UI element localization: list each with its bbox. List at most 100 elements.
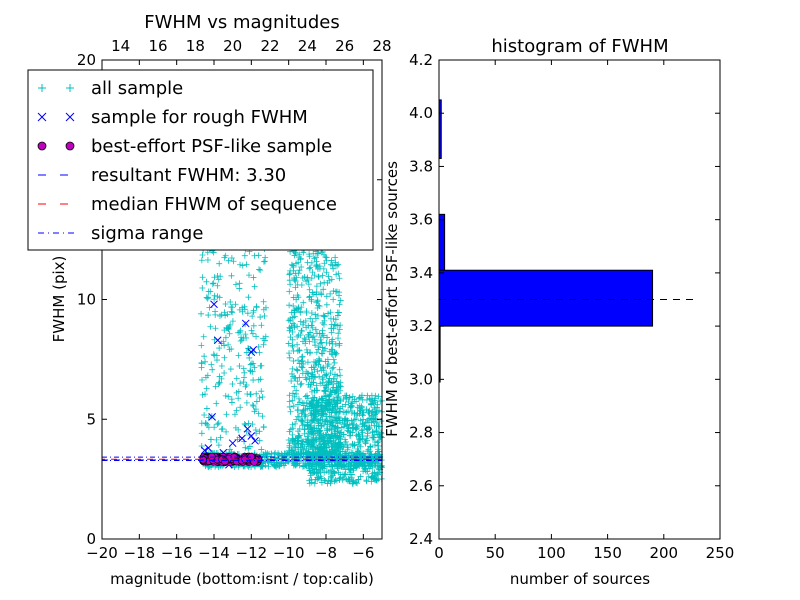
all-sample-point — [330, 405, 337, 412]
all-sample-point — [302, 393, 309, 400]
all-sample-point — [291, 383, 298, 390]
all-sample-point — [314, 474, 321, 481]
left-x-tick-label: −8 — [315, 544, 337, 562]
all-sample-point — [368, 400, 375, 407]
all-sample-point — [225, 341, 232, 348]
left-x-tick-label: −16 — [161, 544, 193, 562]
all-sample-point — [315, 302, 322, 309]
all-sample-point — [293, 387, 300, 394]
all-sample-point — [369, 429, 376, 436]
left-chart-title: FWHM vs magnitudes — [144, 12, 339, 33]
right-y-tick-label: 3.6 — [409, 211, 433, 229]
left-y-tick-label: 20 — [77, 51, 96, 69]
all-sample-point — [334, 425, 341, 432]
all-sample-point — [305, 435, 312, 442]
all-sample-point — [347, 403, 354, 410]
all-sample-point — [203, 405, 210, 412]
all-sample-point — [319, 462, 326, 469]
all-sample-point — [337, 322, 344, 329]
all-sample-point — [335, 261, 342, 268]
all-sample-point — [280, 453, 287, 460]
all-sample-point — [331, 462, 338, 469]
all-sample-point — [198, 360, 205, 367]
all-sample-point — [297, 450, 304, 457]
left-x-axis-label: magnitude (bottom:isnt / top:calib) — [110, 570, 374, 588]
all-sample-point — [297, 308, 304, 315]
all-sample-point — [313, 349, 320, 356]
rough-sample-point — [251, 436, 259, 445]
all-sample-point — [340, 431, 347, 438]
all-sample-point — [252, 427, 259, 434]
all-sample-point — [253, 303, 260, 310]
all-sample-point — [218, 311, 225, 318]
all-sample-point — [330, 443, 337, 450]
all-sample-point — [304, 419, 311, 426]
all-sample-point — [292, 462, 299, 469]
right-x-tick-label: 0 — [434, 544, 444, 562]
all-sample-point — [306, 286, 313, 293]
all-sample-point — [217, 312, 224, 319]
legend-entry-label: resultant FWHM: 3.30 — [91, 165, 286, 186]
all-sample-point — [315, 273, 322, 280]
all-sample-point — [337, 297, 344, 304]
all-sample-point — [295, 357, 302, 364]
all-sample-point — [316, 428, 323, 435]
all-sample-point — [367, 463, 374, 470]
all-sample-point — [290, 403, 297, 410]
all-sample-point — [222, 392, 229, 399]
all-sample-point — [245, 420, 252, 427]
all-sample-point — [272, 449, 279, 456]
left-top-x-tick-label: 14 — [111, 37, 130, 55]
all-sample-point — [209, 366, 216, 373]
all-sample-point — [329, 463, 336, 470]
all-sample-point — [372, 459, 379, 466]
all-sample-point — [368, 412, 375, 419]
all-sample-point — [324, 449, 331, 456]
all-sample-point — [312, 315, 319, 322]
all-sample-point — [305, 381, 312, 388]
all-sample-point — [304, 349, 311, 356]
all-sample-point — [241, 374, 248, 381]
all-sample-point — [289, 336, 296, 343]
all-sample-point — [212, 383, 219, 390]
all-sample-point — [268, 450, 275, 457]
all-sample-point — [213, 436, 220, 443]
all-sample-point — [321, 251, 328, 258]
all-sample-point — [311, 336, 318, 343]
all-sample-point — [294, 413, 301, 420]
all-sample-point — [259, 394, 266, 401]
all-sample-point — [303, 399, 310, 406]
all-sample-point — [271, 461, 278, 468]
all-sample-point — [248, 360, 255, 367]
all-sample-point — [302, 374, 309, 381]
all-sample-point — [288, 370, 295, 377]
all-sample-point — [203, 420, 210, 427]
all-sample-point — [371, 397, 378, 404]
all-sample-point — [312, 466, 319, 473]
all-sample-point — [199, 391, 206, 398]
all-sample-point — [336, 382, 343, 389]
all-sample-point — [202, 391, 209, 398]
histogram-bar — [438, 269, 654, 327]
all-sample-point — [262, 449, 269, 456]
all-sample-point — [320, 397, 327, 404]
all-sample-point — [251, 283, 258, 290]
all-sample-point — [330, 288, 337, 295]
all-sample-point — [287, 426, 294, 433]
all-sample-point — [317, 340, 324, 347]
all-sample-point — [245, 272, 252, 279]
all-sample-point — [315, 474, 322, 481]
all-sample-point — [290, 294, 297, 301]
all-sample-point — [247, 367, 254, 374]
all-sample-point — [344, 427, 351, 434]
all-sample-point — [356, 437, 363, 444]
all-sample-point — [215, 420, 222, 427]
all-sample-point — [354, 423, 361, 430]
all-sample-point — [247, 361, 254, 368]
all-sample-point — [309, 394, 316, 401]
all-sample-point — [260, 298, 267, 305]
all-sample-point — [306, 253, 313, 260]
all-sample-point — [290, 447, 297, 454]
all-sample-point — [321, 437, 328, 444]
